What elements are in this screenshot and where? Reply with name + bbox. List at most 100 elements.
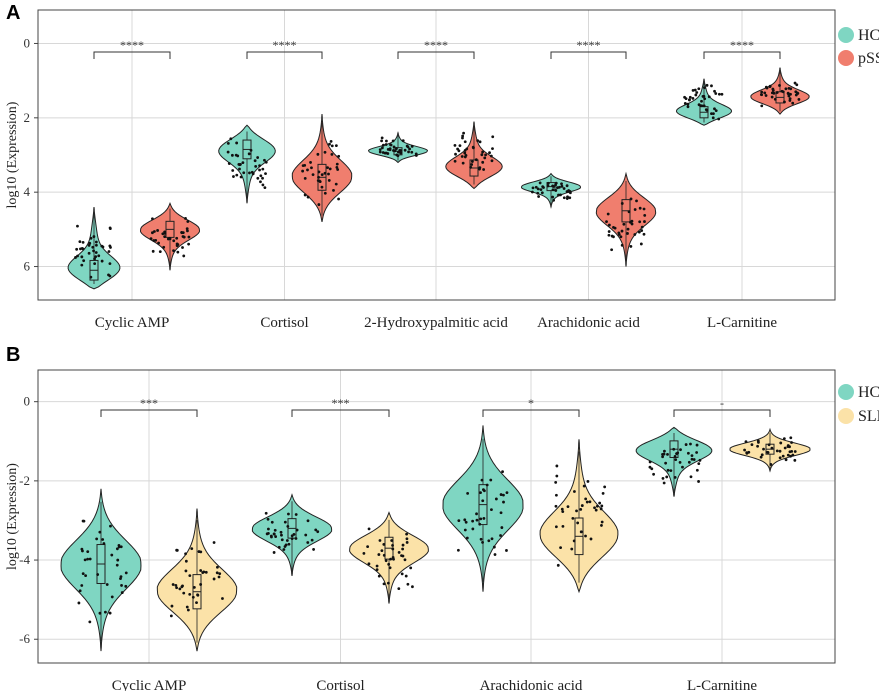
data-point (306, 541, 310, 544)
data-point (78, 240, 82, 243)
data-point (505, 549, 508, 552)
data-point (171, 583, 175, 586)
legend-marker-sle (838, 408, 854, 424)
data-point (489, 478, 493, 482)
data-point (314, 528, 318, 532)
y-tick-label: 0 (24, 394, 31, 409)
data-point (588, 500, 592, 504)
significance-bracket (397, 51, 475, 59)
data-point (108, 611, 112, 615)
data-point (184, 217, 187, 220)
data-point (231, 169, 235, 172)
data-point (239, 175, 243, 179)
data-point (101, 538, 105, 541)
data-point (492, 545, 496, 549)
data-point (242, 171, 246, 175)
data-point (161, 232, 165, 236)
data-point (232, 175, 235, 178)
data-point (258, 164, 261, 168)
data-point (613, 226, 617, 230)
data-point (559, 546, 562, 550)
data-point (663, 449, 666, 453)
data-point (767, 443, 771, 447)
data-point (81, 519, 85, 523)
data-point (534, 185, 538, 189)
significance-label: *** (332, 396, 350, 410)
data-point (326, 166, 329, 169)
x-category-label: L-Carnitine (687, 678, 757, 691)
data-point (386, 581, 390, 585)
data-point (561, 510, 565, 513)
data-point (759, 455, 763, 459)
data-point (491, 135, 495, 139)
data-point (494, 497, 498, 501)
data-point (279, 530, 283, 534)
data-point (403, 148, 407, 152)
data-point (480, 153, 484, 157)
data-point (375, 564, 379, 568)
data-point (327, 179, 331, 182)
data-point (461, 134, 465, 138)
data-point (80, 263, 84, 267)
data-point (481, 499, 485, 503)
data-point (310, 166, 313, 170)
data-point (554, 480, 558, 484)
data-point (689, 475, 693, 479)
data-point (158, 250, 162, 254)
data-point (791, 453, 795, 457)
data-point (197, 550, 201, 553)
data-point (479, 491, 482, 494)
data-point (567, 189, 571, 192)
data-point (175, 548, 179, 552)
data-point (698, 458, 702, 462)
data-point (83, 558, 87, 562)
data-point (199, 583, 203, 586)
data-point (124, 571, 128, 575)
data-point (626, 227, 630, 231)
data-point (481, 160, 485, 164)
data-point (172, 239, 176, 243)
data-point (378, 150, 382, 154)
legend-label-hcs: HCs (858, 384, 879, 401)
data-point (456, 147, 460, 151)
data-point (679, 448, 682, 452)
data-point (375, 568, 379, 572)
data-point (215, 571, 219, 575)
data-point (230, 153, 234, 157)
data-point (187, 242, 191, 246)
data-point (241, 161, 245, 165)
data-point (530, 190, 534, 194)
data-point (170, 604, 174, 608)
data-point (410, 144, 414, 148)
data-point (235, 173, 239, 177)
data-point (388, 566, 392, 570)
data-point (599, 507, 603, 511)
data-point (554, 525, 558, 529)
data-point (610, 248, 614, 252)
data-point (389, 143, 392, 147)
data-point (175, 586, 179, 590)
data-point (318, 180, 322, 184)
data-point (560, 182, 563, 186)
data-point (633, 233, 637, 236)
data-point (217, 575, 221, 579)
data-point (562, 187, 566, 190)
data-point (501, 470, 504, 474)
x-category-label: Cyclic AMP (112, 678, 187, 691)
data-point (470, 163, 474, 166)
data-point (558, 185, 561, 189)
data-point (115, 547, 119, 551)
data-point (499, 511, 503, 515)
data-point (411, 585, 414, 589)
data-point (330, 152, 334, 156)
data-point (580, 504, 584, 507)
data-point (273, 528, 277, 532)
data-point (380, 136, 384, 140)
data-point (306, 168, 309, 172)
data-point (392, 145, 396, 149)
data-point (92, 249, 95, 253)
data-point (566, 505, 570, 509)
data-point (686, 102, 690, 106)
data-point (697, 87, 701, 91)
data-point (229, 137, 233, 141)
